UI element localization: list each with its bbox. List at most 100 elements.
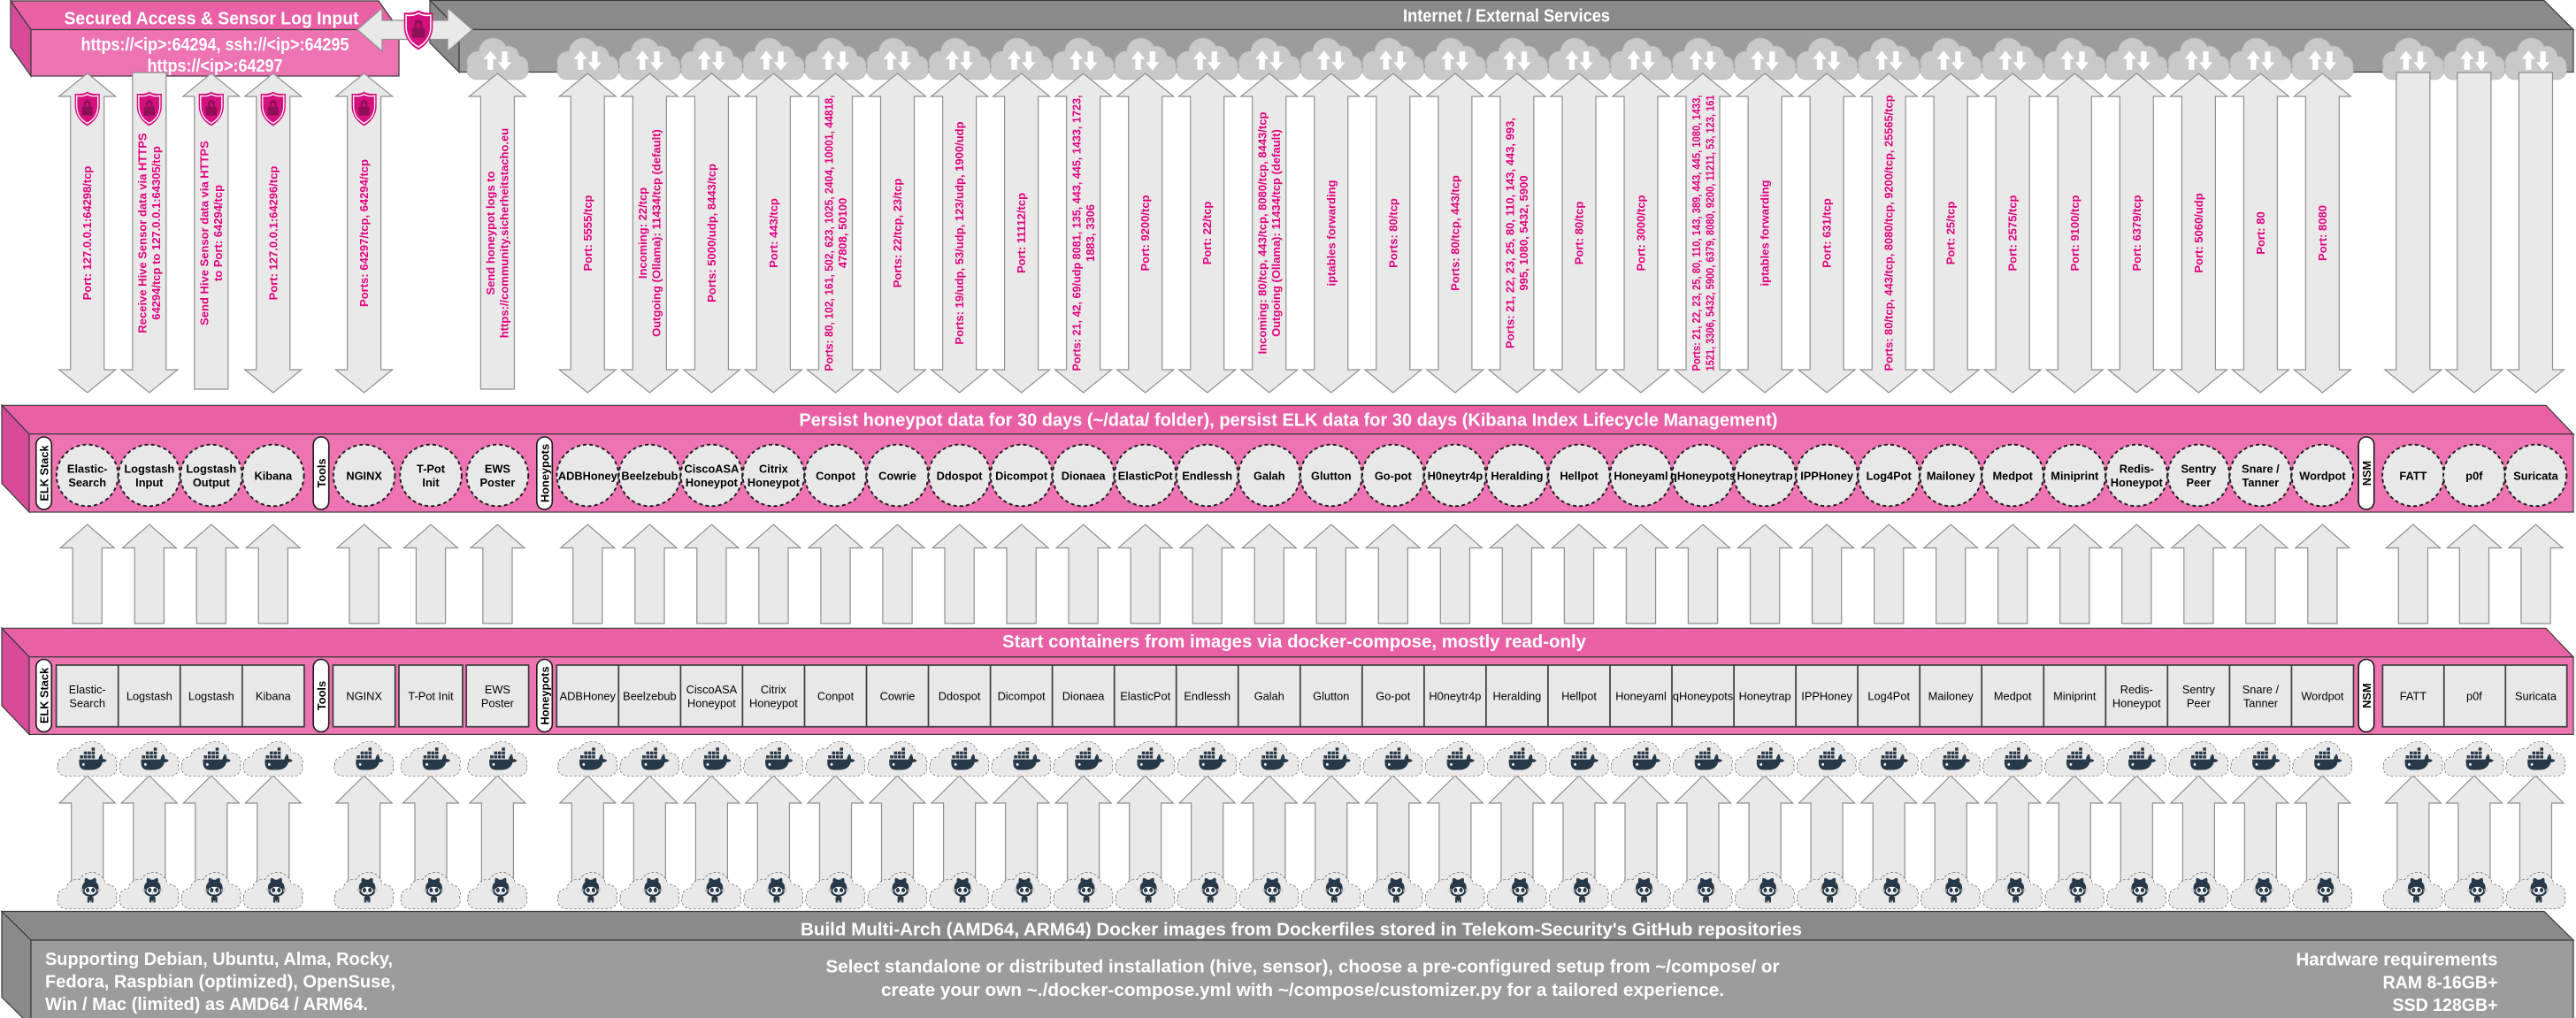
svg-text:Elastic-Search: Elastic-Search	[67, 463, 108, 490]
svg-text:Redis-Honeypot: Redis-Honeypot	[2112, 683, 2161, 710]
svg-text:Honeypots: Honeypots	[538, 444, 551, 502]
svg-text:Heralding: Heralding	[1491, 469, 1543, 482]
svg-text:H0neytr4p: H0neytr4p	[1428, 469, 1484, 482]
svg-text:Send honeypot logs tohttps://c: Send honeypot logs tohttps://community.s…	[484, 128, 511, 338]
svg-text:Beelzebub: Beelzebub	[621, 469, 678, 482]
svg-text:ELK Stack: ELK Stack	[37, 444, 50, 501]
svg-text:H0neytr4p: H0neytr4p	[1429, 690, 1481, 703]
svg-text:Go-pot: Go-pot	[1376, 690, 1411, 703]
svg-text:T-Pot Init: T-Pot Init	[408, 690, 454, 703]
svg-text:Cowrie: Cowrie	[880, 690, 916, 703]
svg-text:Tools: Tools	[315, 458, 328, 487]
svg-text:Glutton: Glutton	[1313, 690, 1349, 703]
svg-text:Internet / External Services: Internet / External Services	[1403, 7, 1610, 27]
svg-text:Medpot: Medpot	[1994, 690, 2032, 703]
svg-text:IPPHoney: IPPHoney	[1801, 690, 1852, 703]
svg-text:Dicompot: Dicompot	[998, 690, 1046, 703]
svg-text:Port: 80: Port: 80	[2254, 211, 2267, 254]
svg-text:ELK Stack: ELK Stack	[37, 667, 50, 723]
svg-text:Incoming: 80/tcp, 443/tcp, 808: Incoming: 80/tcp, 443/tcp, 8080/tcp, 844…	[1256, 112, 1284, 355]
svg-text:Incoming: 22/tcpOutgoing (Olla: Incoming: 22/tcpOutgoing (Ollama): 11434…	[636, 129, 663, 337]
svg-text:Hellpot: Hellpot	[1560, 469, 1598, 482]
svg-text:Port: 8080: Port: 8080	[2316, 205, 2329, 261]
svg-text:Port: 5555/tcp: Port: 5555/tcp	[581, 195, 594, 271]
svg-text:Suricata: Suricata	[2515, 690, 2557, 703]
svg-text:Endlessh: Endlessh	[1184, 690, 1230, 703]
svg-text:Secured Access & Sensor Log In: Secured Access & Sensor Log Input	[65, 10, 359, 29]
svg-text:Port: 127.0.0.1:64296/tcp: Port: 127.0.0.1:64296/tcp	[266, 166, 280, 301]
svg-text:IPPHoney: IPPHoney	[1800, 469, 1854, 482]
svg-text:Start containers from images v: Start containers from images via docker-…	[1002, 632, 1587, 652]
svg-text:Kibana: Kibana	[254, 469, 293, 482]
svg-text:NGINX: NGINX	[346, 469, 382, 482]
svg-text:Honeypots: Honeypots	[538, 666, 551, 724]
svg-text:Port: 80/tcp: Port: 80/tcp	[1573, 202, 1586, 265]
svg-text:Galah: Galah	[1254, 690, 1284, 703]
svg-text:Mailoney: Mailoney	[1928, 690, 1974, 703]
svg-text:Mailoney: Mailoney	[1927, 469, 1976, 482]
svg-text:https://<ip>:64294, ssh://<ip>: https://<ip>:64294, ssh://<ip>:64295	[81, 35, 349, 55]
svg-text:Port: 25/tcp: Port: 25/tcp	[1944, 202, 1958, 265]
svg-text:Medpot: Medpot	[1992, 469, 2033, 482]
svg-text:Tools: Tools	[315, 681, 328, 710]
svg-text:Miniprint: Miniprint	[2053, 690, 2097, 703]
svg-text:qHoneypots: qHoneypots	[1673, 690, 1733, 703]
svg-text:Honeyaml: Honeyaml	[1614, 469, 1668, 482]
svg-text:Log4Pot: Log4Pot	[1867, 690, 1910, 703]
svg-text:Dionaea: Dionaea	[1062, 469, 1107, 482]
svg-text:NSM: NSM	[2360, 683, 2373, 708]
svg-text:Endlessh: Endlessh	[1182, 469, 1232, 482]
svg-text:Port: 443/tcp: Port: 443/tcp	[767, 198, 780, 268]
svg-text:Kibana: Kibana	[256, 690, 292, 703]
svg-text:Ports: 21, 42, 69/udp 8081, 13: Ports: 21, 42, 69/udp 8081, 135, 443, 44…	[1070, 96, 1097, 371]
svg-text:Cowrie: Cowrie	[878, 469, 916, 482]
svg-text:Logstash: Logstash	[126, 690, 172, 703]
svg-text:Port: 11112/tcp: Port: 11112/tcp	[1015, 193, 1028, 273]
svg-text:Conpot: Conpot	[817, 690, 855, 703]
svg-text:NGINX: NGINX	[346, 690, 382, 703]
svg-text:qHoneypots: qHoneypots	[1670, 469, 1736, 482]
svg-text:Port: 9100/tcp: Port: 9100/tcp	[2068, 195, 2082, 271]
svg-text:Ports: 80/tcp, 443/tcp: Ports: 80/tcp, 443/tcp	[1448, 175, 1461, 291]
svg-text:NSM: NSM	[2360, 461, 2373, 486]
svg-text:Port: 2575/tcp: Port: 2575/tcp	[2006, 195, 2020, 271]
svg-text:Log4Pot: Log4Pot	[1867, 469, 1913, 482]
svg-text:Ports: 64297/tcp, 64294/tcp: Ports: 64297/tcp, 64294/tcp	[357, 159, 371, 307]
svg-text:p0f: p0f	[2466, 690, 2482, 703]
svg-text:Go-pot: Go-pot	[1375, 469, 1413, 482]
svg-text:Port: 631/tcp: Port: 631/tcp	[1821, 198, 1834, 268]
svg-text:ADBHoney: ADBHoney	[560, 690, 617, 703]
svg-text:Honeytrap: Honeytrap	[1736, 469, 1792, 482]
svg-text:Wordpot: Wordpot	[2299, 469, 2346, 482]
svg-text:Send Hive Sensor data via HTTP: Send Hive Sensor data via HTTPSto Port: …	[198, 141, 226, 325]
svg-text:Hellpot: Hellpot	[1561, 690, 1597, 703]
svg-text:Snare /Tanner: Snare / Tanner	[2242, 463, 2280, 490]
svg-text:ElasticPot: ElasticPot	[1120, 690, 1170, 703]
svg-text:p0f: p0f	[2465, 469, 2483, 482]
svg-text:Ports: 5000/udp, 8443/tcp: Ports: 5000/udp, 8443/tcp	[705, 164, 718, 302]
svg-text:Miniprint: Miniprint	[2051, 469, 2099, 482]
svg-text:Honeyaml: Honeyaml	[1615, 690, 1667, 703]
svg-text:Build Multi-Arch (AMD64, ARM64: Build Multi-Arch (AMD64, ARM64) Docker i…	[801, 921, 1802, 940]
svg-text:Port: 3000/tcp: Port: 3000/tcp	[1635, 195, 1648, 271]
svg-text:Galah: Galah	[1254, 469, 1285, 482]
svg-text:Dicompot: Dicompot	[995, 469, 1048, 482]
svg-text:Select standalone or distribut: Select standalone or distributed install…	[826, 958, 1780, 1001]
svg-text:Logstash: Logstash	[188, 690, 234, 703]
svg-text:Redis-Honeypot: Redis-Honeypot	[2111, 463, 2164, 490]
svg-text:FATT: FATT	[2400, 690, 2427, 703]
svg-text:Port: 9200/tcp: Port: 9200/tcp	[1138, 195, 1152, 271]
svg-text:https://<ip>:64297: https://<ip>:64297	[148, 57, 283, 76]
svg-text:Honeytrap: Honeytrap	[1739, 690, 1791, 703]
svg-text:ADBHoney: ADBHoney	[558, 469, 618, 482]
svg-text:Persist honeypot data for 30 d: Persist honeypot data for 30 days (~/dat…	[799, 411, 1777, 431]
svg-text:Elastic-Search: Elastic-Search	[69, 683, 106, 710]
